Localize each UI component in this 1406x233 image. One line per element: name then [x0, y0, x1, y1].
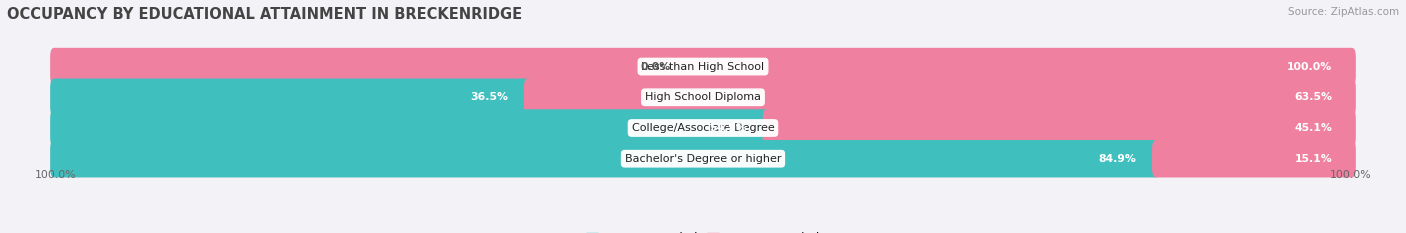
- Text: Less than High School: Less than High School: [641, 62, 765, 72]
- Text: 84.9%: 84.9%: [1098, 154, 1136, 164]
- Text: Bachelor's Degree or higher: Bachelor's Degree or higher: [624, 154, 782, 164]
- FancyBboxPatch shape: [524, 79, 1355, 116]
- Text: 100.0%: 100.0%: [1330, 170, 1371, 180]
- FancyBboxPatch shape: [51, 140, 1160, 178]
- Text: 100.0%: 100.0%: [35, 170, 76, 180]
- Legend: Owner-occupied, Renter-occupied: Owner-occupied, Renter-occupied: [581, 228, 825, 233]
- FancyBboxPatch shape: [1152, 140, 1355, 178]
- Text: 100.0%: 100.0%: [1288, 62, 1333, 72]
- FancyBboxPatch shape: [762, 109, 1355, 147]
- FancyBboxPatch shape: [51, 48, 1355, 85]
- Text: High School Diploma: High School Diploma: [645, 92, 761, 102]
- FancyBboxPatch shape: [51, 48, 1355, 85]
- FancyBboxPatch shape: [51, 79, 531, 116]
- Text: 0.0%: 0.0%: [640, 62, 671, 72]
- FancyBboxPatch shape: [51, 79, 1355, 116]
- Text: Source: ZipAtlas.com: Source: ZipAtlas.com: [1288, 7, 1399, 17]
- Text: 54.9%: 54.9%: [709, 123, 747, 133]
- Text: College/Associate Degree: College/Associate Degree: [631, 123, 775, 133]
- FancyBboxPatch shape: [51, 140, 1355, 178]
- Text: 15.1%: 15.1%: [1295, 154, 1333, 164]
- FancyBboxPatch shape: [51, 109, 770, 147]
- FancyBboxPatch shape: [51, 109, 1355, 147]
- Text: 63.5%: 63.5%: [1295, 92, 1333, 102]
- Text: 45.1%: 45.1%: [1295, 123, 1333, 133]
- Text: 36.5%: 36.5%: [471, 92, 509, 102]
- Text: OCCUPANCY BY EDUCATIONAL ATTAINMENT IN BRECKENRIDGE: OCCUPANCY BY EDUCATIONAL ATTAINMENT IN B…: [7, 7, 522, 22]
